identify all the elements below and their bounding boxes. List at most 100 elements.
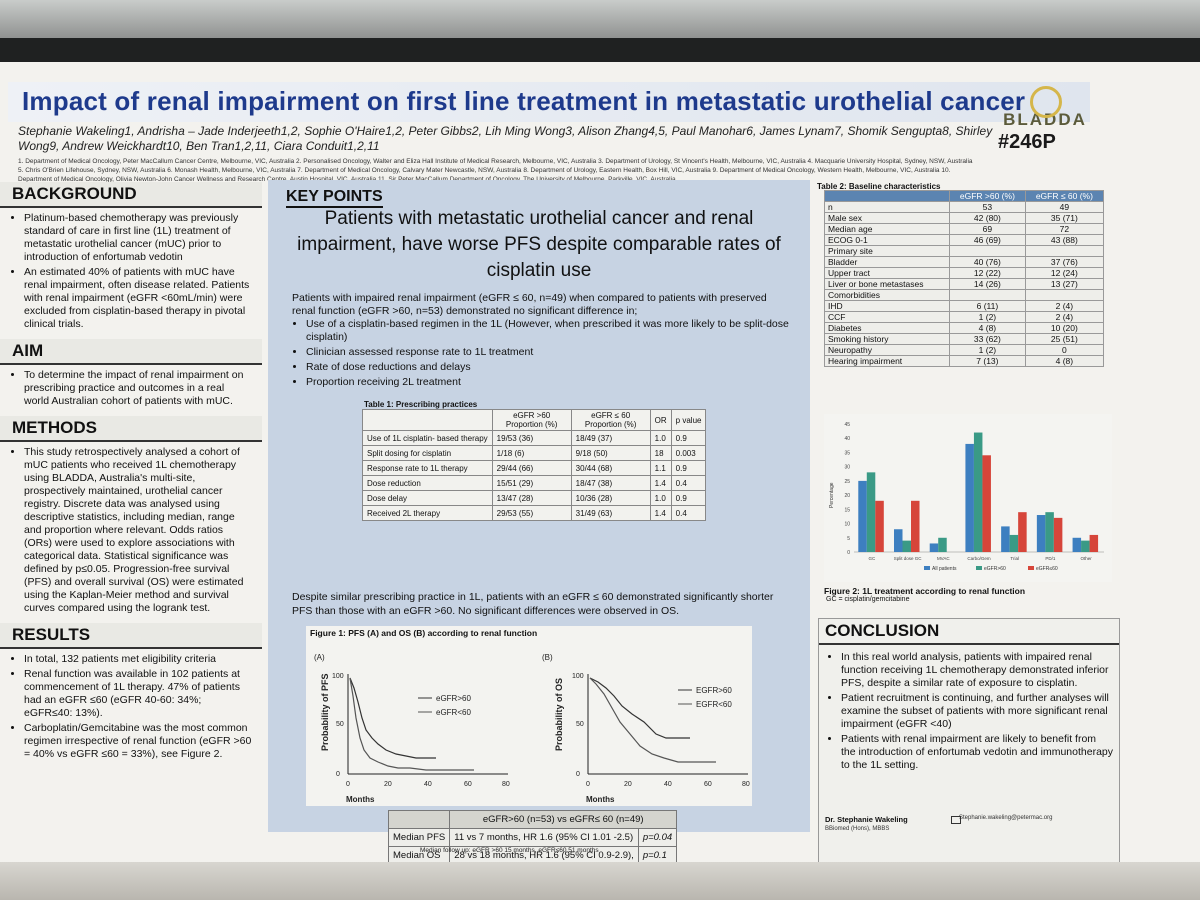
os-ytick: 0	[576, 771, 580, 778]
table2-row: n 53 49	[823, 201, 1105, 213]
table2-row: Diabetes 4 (8) 10 (20)	[823, 322, 1105, 334]
table1-cell: 18	[649, 445, 672, 461]
key-point-item: Use of a cisplatin-based regimen in the …	[306, 318, 806, 344]
poster-title: Impact of renal impairment on first line…	[22, 86, 1026, 116]
os-legend-label: EGFR<60	[696, 700, 732, 709]
results-heading: RESULTS	[0, 623, 262, 649]
table2-cell: Primary site	[823, 245, 951, 257]
key-point-item: Clinician assessed response rate to 1L t…	[306, 346, 806, 359]
table1-cell: 9/18 (50)	[570, 445, 651, 461]
table1-cell: 1.1	[649, 460, 672, 476]
table1-cell: Received 2L therapy	[362, 505, 493, 521]
bar-2-1	[938, 537, 947, 552]
table2-cell: Liver or bone metastases	[823, 278, 951, 290]
table1-row: Dose delay 13/47 (28) 10/36 (28) 1.0 0.9	[362, 490, 707, 506]
table2-cell: 4 (8)	[949, 322, 1026, 334]
methods-heading: METHODS	[0, 416, 262, 442]
table2-cell: 13 (27)	[1024, 278, 1105, 290]
poster: Impact of renal impairment on first line…	[0, 62, 1200, 880]
key-points-intro: Patients with impaired renal impairment …	[292, 292, 767, 317]
table2-cell: Neuropathy	[823, 344, 951, 356]
table2-cell: CCF	[823, 311, 951, 323]
table2-header-row: eGFR >60 (%) eGFR ≤ 60 (%)	[823, 190, 1105, 202]
chart-ytick: 30	[844, 465, 850, 471]
background-body: Platinum-based chemotherapy was previous…	[0, 208, 262, 339]
chart-ytick: 25	[844, 479, 850, 485]
prescribing-practices-table: eGFR >60 Proportion (%) eGFR ≤ 60 Proport…	[362, 409, 707, 521]
bar-3-1	[973, 432, 983, 552]
conclusion-box: CONCLUSION In this real world analysis, …	[818, 618, 1120, 880]
key-points-panel: KEY POINTS Patients with metastatic urot…	[268, 180, 810, 865]
pfs-ylabel: Probability of PFS	[320, 673, 330, 751]
table2-cell: 4 (8)	[1024, 355, 1105, 367]
key-points-heading: KEY POINTS	[286, 188, 383, 208]
legend-swatch	[976, 566, 982, 570]
key-point-item: Proportion receiving 2L treatment	[306, 376, 806, 389]
pfs-ytick: 50	[336, 721, 344, 728]
table2-cell: 25 (51)	[1024, 333, 1105, 345]
conclusion-bullet: Patients with renal impairment are likel…	[841, 733, 1113, 772]
km-header-row: eGFR>60 (n=53) vs eGFR≤ 60 (n=49)	[387, 810, 678, 829]
table2-cell: Median age	[823, 223, 951, 235]
figure2-subcaption: GC = cisplatin/gemcitabine	[826, 596, 910, 603]
bar-0-0	[858, 480, 867, 552]
pfs-xtick: 20	[384, 781, 392, 788]
table2-cell: 43 (88)	[1024, 234, 1105, 246]
conclusion-bullet: In this real world analysis, patients wi…	[841, 651, 1113, 690]
key-points-list: Use of a cisplatin-based regimen in the …	[292, 318, 806, 391]
bar-0-1	[866, 472, 876, 552]
chart-category-label: PD/1	[1045, 556, 1056, 561]
pfs-xtick: 80	[502, 781, 510, 788]
chart-category-label: Carbo/Gem	[967, 556, 991, 561]
pfs-curve-egfr-gt60	[349, 677, 436, 759]
panel-a-label: (A)	[314, 653, 325, 662]
table2-row: Smoking history 33 (62) 25 (51)	[823, 333, 1105, 345]
wall-background	[0, 0, 1200, 40]
os-xtick: 40	[664, 781, 672, 788]
table2-row: Hearing impairment 7 (13) 4 (8)	[823, 355, 1105, 367]
bar-1-2	[911, 500, 920, 552]
table2-cell: 40 (76)	[949, 256, 1026, 268]
table1-cell: 0.4	[670, 505, 707, 521]
table1-cell: Response rate to 1L therapy	[362, 460, 493, 476]
table1-header-row: eGFR >60 Proportion (%) eGFR ≤ 60 Proport…	[362, 409, 707, 431]
bar-5-2	[1053, 517, 1063, 552]
aim-heading: AIM	[0, 339, 262, 365]
table2-cell	[949, 245, 1026, 257]
table2-cell: 7 (13)	[949, 355, 1026, 367]
left-column: BACKGROUND Platinum-based chemotherapy w…	[0, 182, 262, 862]
table2-cell: 35 (71)	[1024, 212, 1105, 224]
table2-cell: 42 (80)	[949, 212, 1026, 224]
table1-cell: 19/53 (36)	[491, 430, 572, 446]
survival-summary-table: eGFR>60 (n=53) vs eGFR≤ 60 (n=49) Median…	[387, 810, 678, 865]
logo-text: BLADDA	[1003, 110, 1087, 129]
table2-cell: 12 (22)	[949, 267, 1026, 279]
table2-cell: 53	[949, 201, 1026, 213]
table2-cell: 2 (4)	[1024, 311, 1105, 323]
table1-header-cell: OR	[649, 409, 672, 431]
os-legend-label: EGFR>60	[696, 686, 732, 695]
table2-cell: 49	[1024, 201, 1105, 213]
table1-cell: 1.4	[649, 505, 672, 521]
table2-cell: IHD	[823, 300, 951, 312]
legend-label: All patients	[932, 566, 957, 572]
table1-header-cell: eGFR ≤ 60 Proportion (%)	[570, 409, 651, 431]
bladda-logo: BLADDA	[1000, 86, 1090, 152]
bar-1-0	[894, 529, 903, 552]
table2-cell: Bladder	[823, 256, 951, 268]
legend-label: eGFR≤60	[1036, 566, 1058, 572]
legend-swatch	[1028, 566, 1034, 570]
table1-cell: 31/49 (63)	[570, 505, 651, 521]
results-bullet: Carboplatin/Gemcitabine was the most com…	[24, 722, 252, 761]
table1-row: Received 2L therapy 29/53 (55) 31/49 (63) 1…	[362, 505, 707, 521]
background-heading: BACKGROUND	[0, 182, 262, 208]
os-curve-egfr-lt60	[589, 677, 716, 763]
table2-cell	[949, 289, 1026, 301]
chart-category-label: MVAC	[937, 556, 950, 561]
floor-background	[0, 862, 1200, 900]
conclusion-bullet: Patient recruitment is continuing, and f…	[841, 692, 1113, 731]
bar-3-2	[982, 455, 991, 552]
pfs-xtick: 60	[464, 781, 472, 788]
table1-cell: 18/47 (38)	[570, 475, 651, 491]
table1-cell: 1/18 (6)	[491, 445, 572, 461]
